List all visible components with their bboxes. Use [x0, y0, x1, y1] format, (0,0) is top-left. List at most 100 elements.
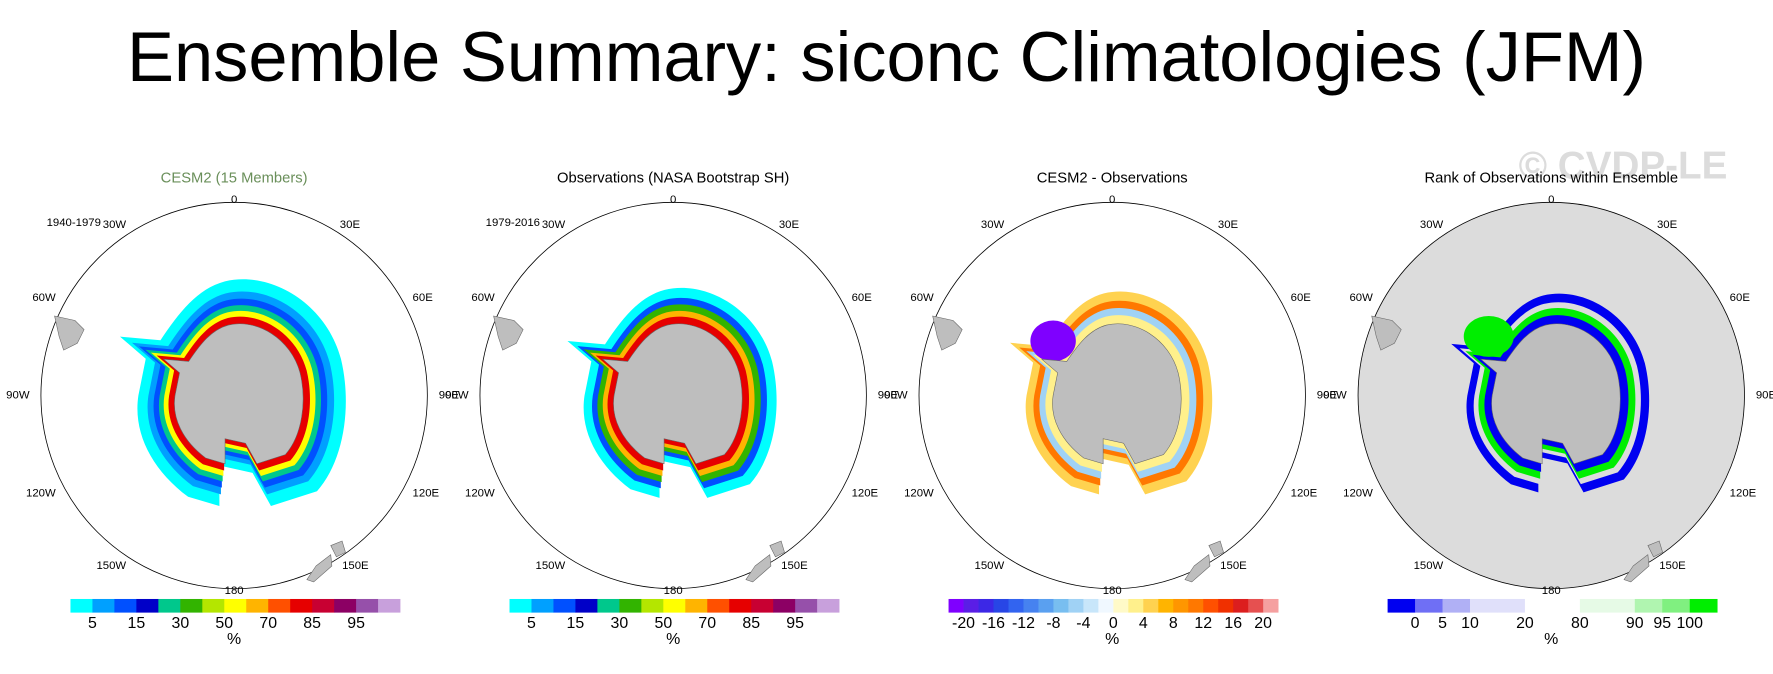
- longitude-label: 90W: [6, 390, 30, 402]
- colorbar-tick-label: 95: [786, 615, 804, 632]
- colorbar-box: [1218, 598, 1234, 613]
- colorbar-box: [1579, 598, 1608, 613]
- colorbar-box: [1143, 598, 1159, 613]
- colorbar-box: [1442, 598, 1471, 613]
- colorbar-tick-label: 0: [1109, 615, 1118, 632]
- colorbar-tick-label: 8: [1169, 615, 1178, 632]
- colorbar-tick-label: 70: [698, 615, 716, 632]
- colorbar-box: [773, 598, 796, 613]
- colorbar-box: [136, 598, 159, 613]
- colorbar-box: [1387, 598, 1416, 613]
- colorbar-box: [356, 598, 379, 613]
- longitude-label: 120E: [1291, 487, 1318, 499]
- longitude-label: 60W: [32, 292, 56, 304]
- colorbar-box: [663, 598, 686, 613]
- longitude-label: 120E: [413, 487, 440, 499]
- map-panel: CESM2 (15 Members) 1940-1979 0 30E 60E 90E 120…: [6, 170, 459, 648]
- colorbar-box: [707, 598, 730, 613]
- colorbar-box: [1233, 598, 1249, 613]
- colorbar-box: [246, 598, 269, 613]
- colorbar-tick-label: 50: [654, 615, 672, 632]
- colorbar-box: [312, 598, 335, 613]
- colorbar-box: [993, 598, 1009, 613]
- longitude-label: 60E: [413, 292, 434, 304]
- colorbar-box: [1689, 598, 1718, 613]
- colorbar-box: [597, 598, 620, 613]
- rank-patch: [1463, 315, 1514, 357]
- colorbar-box: [751, 598, 774, 613]
- longitude-label: 90W: [445, 390, 469, 402]
- colorbar-box: [641, 598, 664, 613]
- colorbar-box: [1248, 598, 1264, 613]
- colorbar-box: [978, 598, 994, 613]
- colorbar-unit: %: [227, 631, 241, 648]
- figure-title: Ensemble Summary: siconc Climatologies (…: [127, 17, 1646, 96]
- colorbar-tick-label: 10: [1461, 615, 1479, 632]
- colorbar-box: [1497, 598, 1526, 613]
- longitude-label: 0: [1548, 194, 1554, 206]
- longitude-label: 120W: [904, 487, 934, 499]
- colorbar-box: [158, 598, 181, 613]
- longitude-label: 180: [1542, 585, 1561, 597]
- longitude-label: 60W: [1349, 292, 1373, 304]
- colorbar-tick-label: 0: [1411, 615, 1420, 632]
- colorbar-tick-label: 70: [259, 615, 277, 632]
- watermark: © CVDP-LE: [1519, 144, 1728, 187]
- colorbar-tick-label: 15: [567, 615, 585, 632]
- colorbar-tick-label: 30: [611, 615, 629, 632]
- colorbar-box: [1552, 598, 1581, 613]
- longitude-label: 150W: [1414, 560, 1444, 572]
- longitude-label: 180: [1103, 585, 1122, 597]
- colorbar-tick-label: -8: [1046, 615, 1060, 632]
- longitude-label: 90E: [1317, 390, 1338, 402]
- colorbar-box: [1203, 598, 1219, 613]
- colorbar-box: [1415, 598, 1443, 613]
- longitude-label: 150W: [975, 560, 1005, 572]
- longitude-label: 0: [670, 194, 676, 206]
- longitude-label: 90W: [884, 390, 908, 402]
- longitude-label: 60E: [852, 292, 873, 304]
- colorbar-tick-label: -12: [1012, 615, 1035, 632]
- map-panel: CESM2 - Observations 0 30E 60E 90E 120E 150E 18…: [884, 170, 1337, 648]
- colorbar-box: [1038, 598, 1054, 613]
- colorbar-box: [224, 598, 247, 613]
- longitude-label: 60W: [910, 292, 934, 304]
- colorbar-box: [1008, 598, 1024, 613]
- colorbar-box: [1188, 598, 1204, 613]
- colorbar-tick-label: 4: [1139, 615, 1148, 632]
- colorbar-tick-label: 20: [1516, 615, 1534, 632]
- colorbar-box: [1083, 598, 1099, 613]
- longitude-label: 0: [1109, 194, 1115, 206]
- longitude-label: 90E: [1756, 390, 1773, 402]
- colorbar-box: [1053, 598, 1069, 613]
- colorbar-tick-label: 16: [1224, 615, 1242, 632]
- colorbar-box: [948, 598, 964, 613]
- colorbar-tick-label: -4: [1076, 615, 1090, 632]
- colorbar-unit: %: [1105, 631, 1119, 648]
- longitude-label: 90E: [878, 390, 899, 402]
- colorbar-box: [378, 598, 401, 613]
- colorbar-unit: %: [666, 631, 680, 648]
- colorbar-box: [1662, 598, 1691, 613]
- colorbar-box: [334, 598, 357, 613]
- colorbar-tick-label: 85: [303, 615, 321, 632]
- longitude-label: 150W: [536, 560, 566, 572]
- colorbar-box: [619, 598, 642, 613]
- longitude-label: 90W: [1323, 390, 1347, 402]
- colorbar-tick-label: -20: [952, 615, 975, 632]
- longitude-label: 150E: [342, 560, 369, 572]
- colorbar-tick-label: 50: [215, 615, 233, 632]
- colorbar-box: [290, 598, 313, 613]
- longitude-label: 60W: [471, 292, 495, 304]
- colorbar-box: [1263, 598, 1279, 613]
- longitude-label: 30W: [1420, 219, 1444, 231]
- colorbar-box: [1113, 598, 1129, 613]
- panel-title: CESM2 (15 Members): [161, 170, 308, 186]
- panel-title: CESM2 - Observations: [1037, 170, 1188, 186]
- colorbar-tick-label: 95: [347, 615, 365, 632]
- colorbar-box: [575, 598, 598, 613]
- colorbar-tick-label: -16: [982, 615, 1005, 632]
- longitude-label: 30W: [542, 219, 566, 231]
- colorbar-tick-label: 12: [1194, 615, 1212, 632]
